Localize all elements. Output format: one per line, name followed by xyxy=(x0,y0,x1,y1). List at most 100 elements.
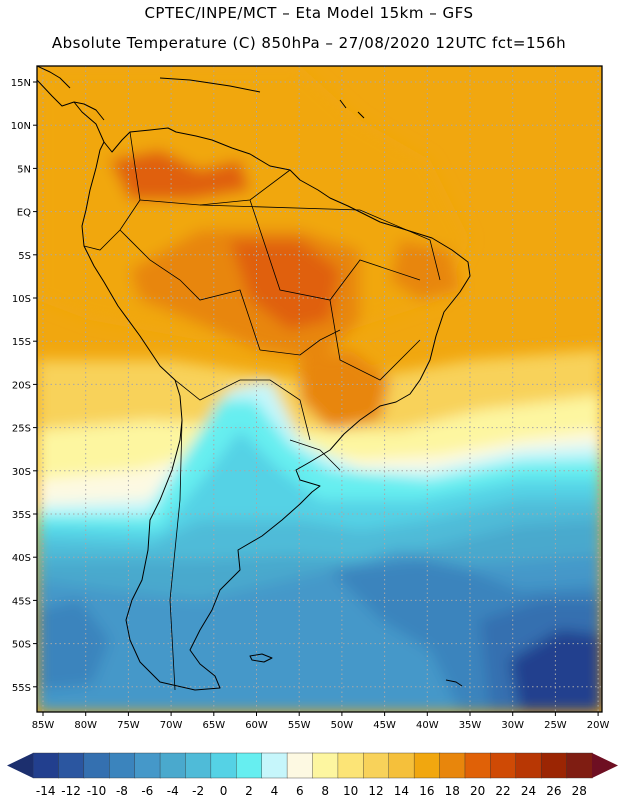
venezuela-brazil-border xyxy=(139,169,291,206)
colorbar-label: 14 xyxy=(394,784,409,798)
central-hot-core xyxy=(230,240,340,330)
lon-tick-label: 45W xyxy=(373,720,396,731)
map-title-line1: CPTEC/INPE/MCT – Eta Model 15km – GFS xyxy=(144,4,474,22)
map-title-line2: Absolute Temperature (C) 850hPa – 27/08/… xyxy=(51,34,567,52)
lat-tick-label: 45S xyxy=(12,596,31,607)
colorbar-max-arrow xyxy=(592,753,618,778)
country-borders xyxy=(83,131,441,691)
colorbar-label: -12 xyxy=(61,784,81,798)
colorbar-label: 0 xyxy=(220,784,228,798)
colorbar-swatch xyxy=(312,752,339,779)
peru-border xyxy=(119,229,261,351)
colorbar-label: -10 xyxy=(87,784,107,798)
colorbar-swatch xyxy=(363,752,390,779)
colorbar-label: -2 xyxy=(192,784,204,798)
colorbar-label: 4 xyxy=(271,784,279,798)
lat-tick-label: 55S xyxy=(12,683,31,694)
colorbar: -14 -12 -10 -8 -6 -4 -2 0 2 4 6 8 10 12 14 16 18 20 22 24 26… xyxy=(7,752,618,798)
lon-tick-label: 80W xyxy=(74,720,97,731)
central-america-coast xyxy=(37,66,105,121)
colorbar-label: 12 xyxy=(368,784,383,798)
colorbar-swatch xyxy=(439,752,466,779)
falkland-islands xyxy=(249,653,273,663)
colorbar-swatch xyxy=(337,752,365,779)
lon-tick-label: 30W xyxy=(501,720,524,731)
colorbar-swatch xyxy=(464,752,492,779)
colorbar-label: 22 xyxy=(495,784,510,798)
colorbar-swatch xyxy=(185,752,212,779)
lat-tick-label: 40S xyxy=(12,553,31,564)
lat-tick-label: EQ xyxy=(17,208,31,219)
argentina-north-border xyxy=(174,379,311,441)
colorbar-min-arrow xyxy=(7,753,33,778)
lon-tick-label: 60W xyxy=(245,720,268,731)
colorbar-label: 8 xyxy=(321,784,329,798)
longitude-axis: 85W 80W 75W 70W 65W 60W 55W 50W 45W 40W 35W 30W 25W 2… xyxy=(32,712,610,731)
colorbar-label: 2 xyxy=(245,784,253,798)
colorbar-swatch xyxy=(236,752,263,779)
colorbar-swatch xyxy=(58,752,85,779)
colorbar-label: 26 xyxy=(546,784,561,798)
lon-tick-label: 75W xyxy=(117,720,140,731)
lat-tick-label: 5S xyxy=(18,251,31,262)
uruguay-border xyxy=(289,439,341,471)
latitude-axis: 15N 10N 5N EQ 5S 10S 15S 20S 25S 30S 35S 40S 45S 50S 5… xyxy=(11,78,37,694)
brazil-south-states xyxy=(329,299,421,381)
chile-argentina-border xyxy=(169,419,183,691)
colorbar-swatch xyxy=(83,752,110,779)
south-america-coast xyxy=(73,101,471,691)
colorbar-swatch xyxy=(566,752,593,779)
lat-tick-label: 20S xyxy=(12,380,31,391)
colorbar-swatch xyxy=(388,752,415,779)
lon-tick-label: 85W xyxy=(32,720,55,731)
colorbar-label: 6 xyxy=(296,784,304,798)
colorbar-swatch xyxy=(540,752,568,779)
bolivia-border xyxy=(259,329,341,356)
southern-brazil-hot-patch xyxy=(300,350,390,430)
south-georgia-island xyxy=(445,679,463,687)
lon-tick-label: 35W xyxy=(459,720,482,731)
colorbar-swatch xyxy=(109,752,136,779)
colorbar-label: -14 xyxy=(36,784,56,798)
lon-tick-label: 20W xyxy=(587,720,610,731)
blue3-zone-south xyxy=(37,680,330,712)
blue4-zone-west xyxy=(37,600,110,690)
colorbar-label: 28 xyxy=(572,784,587,798)
colorbar-swatch xyxy=(210,752,237,779)
brazil-north-states xyxy=(199,204,441,281)
lat-tick-label: 15N xyxy=(11,78,31,89)
lat-tick-label: 50S xyxy=(12,640,31,651)
lat-tick-label: 10N xyxy=(11,121,31,132)
lat-tick-label: 10S xyxy=(12,294,31,305)
lon-tick-label: 40W xyxy=(416,720,439,731)
colorbar-label: 18 xyxy=(445,784,460,798)
colorbar-label: -8 xyxy=(116,784,128,798)
colorbar-swatch xyxy=(159,752,187,779)
lat-tick-label: 35S xyxy=(12,510,31,521)
lon-tick-label: 50W xyxy=(331,720,354,731)
colorbar-label: 10 xyxy=(343,784,358,798)
colorbar-swatch xyxy=(32,752,60,779)
lon-tick-label: 65W xyxy=(202,720,225,731)
map-frame xyxy=(36,65,603,713)
colorbar-swatch xyxy=(490,752,517,779)
colorbar-label: -4 xyxy=(167,784,179,798)
lon-tick-label: 25W xyxy=(544,720,567,731)
colorbar-swatch xyxy=(515,752,542,779)
colorbar-swatch xyxy=(286,752,314,779)
venezuela-hot-patch xyxy=(110,150,250,200)
colorbar-label: 20 xyxy=(470,784,485,798)
colorbar-label: 16 xyxy=(419,784,434,798)
lon-tick-label: 55W xyxy=(288,720,311,731)
blue7-zone xyxy=(510,630,602,712)
temperature-field xyxy=(37,66,602,712)
caribbean-islands xyxy=(159,77,365,119)
lon-tick-label: 70W xyxy=(160,720,183,731)
lat-tick-label: 25S xyxy=(12,424,31,435)
lat-tick-label: 30S xyxy=(12,467,31,478)
colorbar-swatch xyxy=(134,752,161,779)
coastlines xyxy=(37,66,471,691)
colorbar-swatch xyxy=(261,752,288,779)
lat-tick-label: 15S xyxy=(12,337,31,348)
